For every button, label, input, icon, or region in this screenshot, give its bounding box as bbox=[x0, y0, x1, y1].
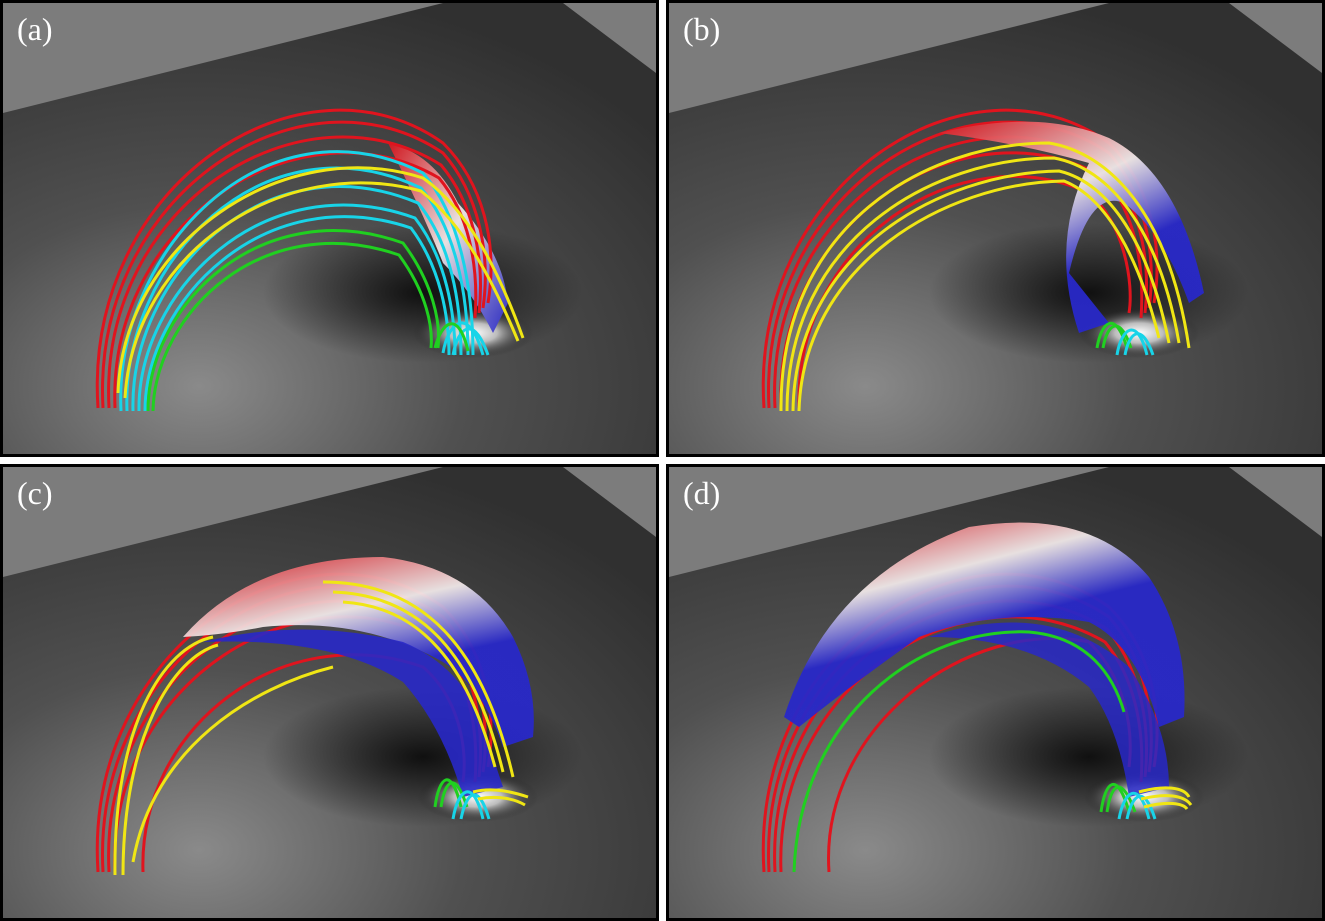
yellow-field-lines bbox=[113, 580, 515, 876]
flux-rope-render-a bbox=[3, 3, 656, 454]
low-green-lines bbox=[433, 778, 469, 808]
green-field-lines bbox=[146, 229, 441, 412]
low-cyan-lines bbox=[441, 321, 490, 356]
panel-label: (d) bbox=[683, 475, 721, 511]
wall-plane-right bbox=[1229, 467, 1322, 537]
panel-label: (b) bbox=[683, 11, 721, 47]
wall-plane-right bbox=[1229, 3, 1322, 73]
current-surface-upper bbox=[784, 522, 1185, 727]
low-cyan-lines bbox=[1115, 328, 1155, 356]
wall-plane bbox=[669, 3, 1109, 113]
green-field-line bbox=[792, 630, 1126, 873]
wall-plane bbox=[3, 3, 443, 113]
low-green-lines bbox=[433, 322, 470, 352]
wall-plane-right bbox=[563, 3, 656, 73]
panel-b: (b) bbox=[666, 0, 1325, 457]
wall-plane-right bbox=[563, 467, 656, 537]
flux-rope-render-c bbox=[3, 467, 656, 918]
wall-plane bbox=[3, 467, 443, 577]
flux-rope-render-b bbox=[669, 3, 1322, 454]
current-surface-lower bbox=[929, 622, 1169, 797]
low-cyan-lines bbox=[451, 790, 491, 820]
yellow-field-lines bbox=[116, 166, 525, 399]
panel-d: (d) bbox=[666, 464, 1325, 921]
panel-a: (a) bbox=[0, 0, 659, 457]
low-yellow-lines bbox=[1138, 786, 1193, 811]
low-yellow-lines bbox=[472, 788, 529, 807]
panel-c: (c) bbox=[0, 464, 659, 921]
flux-rope-render-d bbox=[669, 467, 1322, 918]
current-surface-lower bbox=[203, 629, 503, 797]
low-cyan-lines bbox=[1117, 792, 1157, 820]
panel-label: (a) bbox=[17, 11, 53, 47]
yellow-field-lines bbox=[779, 141, 1191, 412]
current-surface bbox=[939, 121, 1204, 334]
wall-plane bbox=[669, 467, 1109, 577]
current-surface-upper bbox=[183, 557, 534, 747]
panel-label: (c) bbox=[17, 475, 53, 511]
